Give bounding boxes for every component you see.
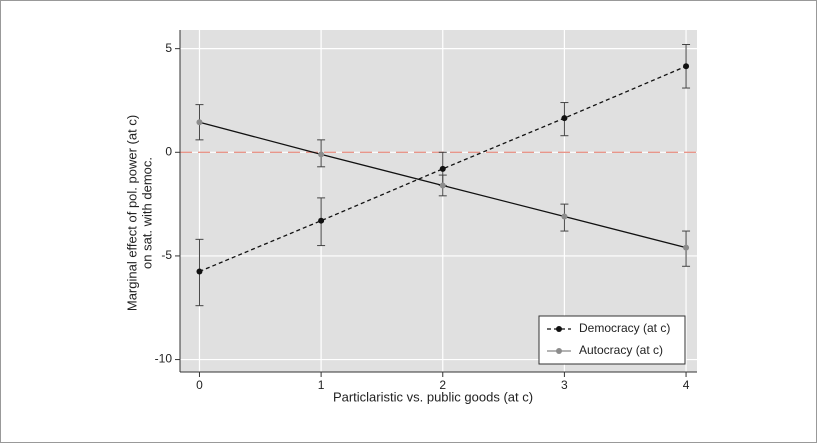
point: [318, 151, 325, 158]
x-axis-label: Particlaristic vs. public goods (at c): [333, 389, 533, 404]
point: [196, 119, 203, 126]
x-tick-label: 4: [683, 378, 690, 392]
x-tick-label: 3: [561, 378, 568, 392]
legend-box: [538, 315, 686, 365]
legend-marker: [556, 348, 562, 354]
x-tick-label: 2: [439, 378, 446, 392]
y-tick-label: 0: [165, 144, 172, 158]
y-axis-label: on sat. with democ.: [139, 157, 154, 269]
point: [683, 244, 690, 251]
y-tick-label: -5: [161, 248, 172, 262]
point: [196, 268, 203, 275]
legend-marker: [556, 326, 562, 332]
legend-label: Autocracy (at c): [579, 343, 663, 357]
legend-label: Democracy (at c): [579, 321, 670, 335]
point: [561, 115, 568, 122]
x-tick-label: 0: [196, 378, 203, 392]
point: [439, 165, 446, 172]
x-tick-label: 1: [318, 378, 325, 392]
series-line: [199, 65, 687, 273]
point: [561, 213, 568, 220]
point: [439, 182, 446, 189]
point: [318, 217, 325, 224]
point: [683, 63, 690, 70]
y-tick-label: 5: [165, 41, 172, 55]
y-axis-label: Marginal effect of pol. power (at c): [124, 115, 139, 311]
plot-area: [180, 30, 697, 372]
y-tick-label: -10: [155, 352, 173, 366]
